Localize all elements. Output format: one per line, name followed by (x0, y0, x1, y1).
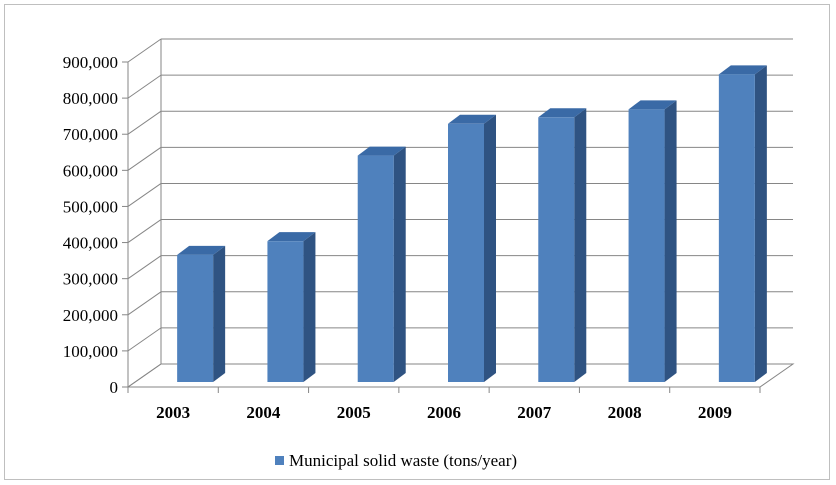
bar-side (574, 108, 587, 383)
bar (448, 114, 496, 383)
bar-side (303, 232, 316, 382)
gridline-side (127, 38, 162, 63)
y-tick-label: 500,000 (63, 197, 118, 216)
bar-side (393, 146, 406, 382)
x-tick-label: 2006 (427, 403, 461, 422)
bar-front (177, 254, 214, 382)
bar-top (357, 146, 406, 156)
y-tick-label: 400,000 (63, 234, 118, 253)
y-tick-label: 0 (110, 378, 119, 397)
y-tick-label: 700,000 (63, 125, 118, 144)
bar-side (754, 65, 767, 382)
gridline-side (127, 146, 162, 171)
legend-swatch (275, 456, 284, 465)
bar-top (718, 65, 767, 75)
y-tick-label: 200,000 (63, 306, 118, 325)
gridline-side (127, 327, 162, 352)
bar-front (538, 117, 575, 383)
bar (357, 146, 406, 382)
y-tick-label: 900,000 (63, 53, 118, 72)
y-tick-label: 800,000 (63, 89, 118, 108)
bar-top (448, 114, 496, 124)
gridline-side (127, 255, 162, 280)
x-axis-ticks: 2003 2004 2005 2006 2007 2008 2009 (127, 387, 761, 422)
x-tick-label: 2005 (337, 403, 371, 422)
x-tick-label: 2007 (517, 403, 552, 422)
legend-label: Municipal solid waste (tons/year) (289, 451, 517, 470)
gridline-side (127, 291, 162, 316)
bar (177, 245, 226, 382)
bar-front (448, 123, 484, 383)
gridline-side (127, 183, 162, 207)
x-tick-label: 2008 (608, 403, 642, 422)
legend: Municipal solid waste (tons/year) (275, 451, 517, 470)
bar-top (267, 232, 316, 242)
bar (538, 108, 587, 383)
bar-side (213, 245, 226, 382)
bar (628, 100, 677, 382)
y-tick-label: 100,000 (63, 342, 118, 361)
y-axis-ticks: 0 100,000 200,000 300,000 400,000 500,000 600,… (63, 53, 128, 397)
bar-front (718, 74, 755, 382)
y-tick-label: 600,000 (63, 161, 118, 180)
bar-front (267, 241, 304, 382)
x-tick-label: 2009 (698, 403, 732, 422)
x-tick-label: 2004 (246, 403, 281, 422)
x-tick-label: 2003 (156, 403, 190, 422)
chart-frame (4, 4, 830, 480)
bar (267, 232, 316, 382)
gridline-side (127, 110, 162, 135)
bar-top (628, 100, 677, 110)
bar-side (664, 100, 677, 382)
gridline-side (127, 363, 162, 388)
bar-side (484, 114, 496, 383)
bar-top (177, 245, 226, 255)
bar-front (357, 155, 394, 382)
bar-front (628, 109, 665, 382)
y-tick-label: 300,000 (63, 270, 118, 289)
bars (177, 65, 767, 383)
gridline-side (127, 219, 162, 243)
gridline-side (127, 74, 162, 99)
bar-top (538, 108, 587, 118)
bar (718, 65, 767, 382)
